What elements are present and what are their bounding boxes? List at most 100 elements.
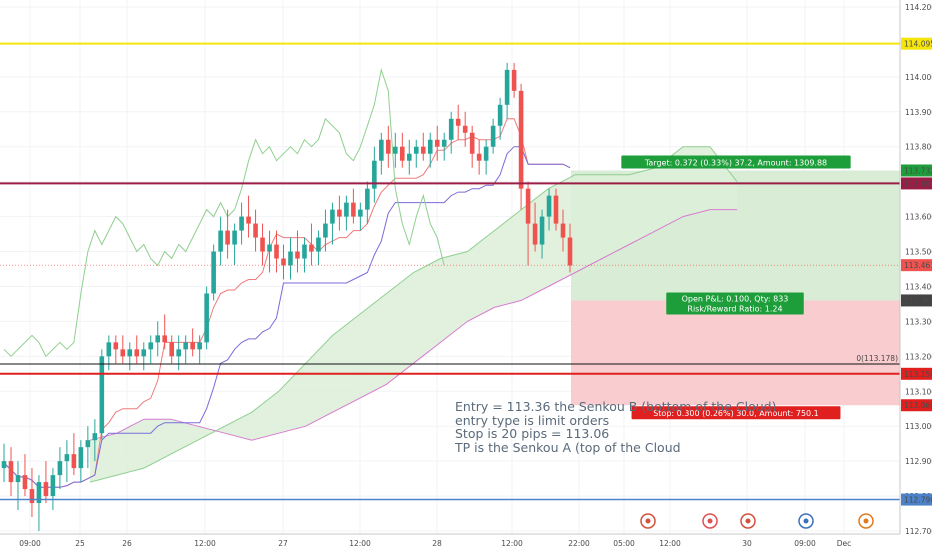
candle-body [309,244,314,252]
candle-body [211,251,216,294]
candle-body [141,349,147,357]
tenkan-sen-line [3,118,571,488]
senkou-span-b [89,209,737,441]
price-tag [901,259,932,272]
event-marker-dot [803,518,809,524]
candle-body [379,139,384,161]
candle-body [239,216,244,231]
stop-label-box [631,406,841,420]
candle-body [29,489,35,504]
candle-body [71,454,77,469]
maroon-price-tag-label: 113.695 [904,179,932,188]
candle-body [43,482,49,497]
candle-body [372,160,377,189]
time-tick-label: 25 [75,539,85,548]
candle-body [337,209,342,217]
candle-body [281,258,286,266]
price-tick-label: 113.100 [905,387,932,396]
price-tick-label: 113.500 [905,248,932,257]
candle-body [358,209,363,217]
candle-body [323,223,328,238]
event-marker-dot [645,518,651,524]
price-tag [901,399,932,412]
candle-body [127,349,133,357]
candle-body [560,223,566,238]
candle-body [406,153,412,161]
price-tick-label: 113.200 [905,352,932,361]
candle-body [448,118,454,140]
candle-body [302,244,307,259]
time-tick-label: 05:00 [613,539,635,548]
candle-body [50,475,56,497]
price-tick-label: 113.000 [905,422,932,431]
price-tag [901,294,932,307]
candle-body [253,223,258,238]
candle-body [22,475,28,490]
pnl-label: Open P&L: 0.100, Qty: 833 [682,294,789,303]
chikou-span-line [3,67,445,358]
time-tick-label: 12:00 [659,539,681,548]
stop-label: Stop: 0.300 (0.26%) 30.0, Amount: 750.1 [653,409,819,418]
trade-notes: Entry = 113.36 the Senkou B (bottom of t… [455,400,776,454]
candle-body [351,202,356,217]
candle-body [476,153,482,161]
candle-body [246,216,251,224]
yellow-price-tag-label: 114.095 [904,40,932,49]
target-label: Target: 0.372 (0.33%) 37.2, Amount: 1309… [644,158,827,167]
candle-body [504,69,510,105]
price-tag-label: 113.461 [904,261,932,270]
candle-body [490,125,496,147]
candle-body [183,342,188,350]
candle-body [393,146,398,154]
blue-price-tag [901,493,932,506]
note-entry-type: entry type is limit orders [455,412,610,428]
price-tag-label: 113.360 [904,296,932,305]
risk-reward-label: Risk/Reward Ratio: 1.24 [687,304,782,313]
target-label-box [621,155,851,169]
time-tick-label: 12:00 [194,539,216,548]
candle-body [532,223,538,245]
candle-body [169,342,175,357]
candle-body [64,454,70,462]
candle-body [1,461,7,469]
candle-body [15,475,21,483]
price-tick-label: 113.300 [905,317,932,326]
candle-body [462,125,468,133]
price-tick-label: 113.800 [905,143,932,152]
candle-body [567,237,573,266]
price-tick-label: 113.600 [905,213,932,222]
candle-body [120,349,126,357]
candle-body [288,251,293,266]
note-entry: Entry = 113.36 the Senkou B (bottom of t… [455,399,777,414]
price-tick-label: 113.900 [905,108,932,117]
price-tick-label: 112.700 [905,527,932,536]
price-tag [901,164,932,177]
note-stop: Stop is 20 pips = 113.06 [455,426,610,441]
candle-body [386,139,391,154]
pnl-label-box [666,292,804,315]
time-tick-label: Dec [837,539,852,548]
candle-body [553,195,559,224]
kumo-cloud [90,146,737,483]
candle-body [260,237,265,252]
time-tick-label: 22:00 [568,539,590,548]
candle-body [427,139,433,154]
time-tick-label: 09:00 [794,539,816,548]
candle-body [113,342,119,350]
time-tick-label: 12:00 [349,539,371,548]
candle-body [330,209,335,224]
candle-body [399,146,405,161]
price-tick-label: 112.900 [905,457,932,466]
candle-body [99,356,105,434]
time-tick-label: 27 [278,539,288,548]
event-marker-dot [707,518,713,524]
candle-body [455,118,461,126]
candle-body [225,230,230,245]
candle-body [155,335,161,343]
time-tick-label: 09:00 [19,539,41,548]
note-tp: TP is the Senkou A (top of the Cloud [455,439,681,455]
candle-body [232,230,237,245]
candle-body [295,251,300,259]
